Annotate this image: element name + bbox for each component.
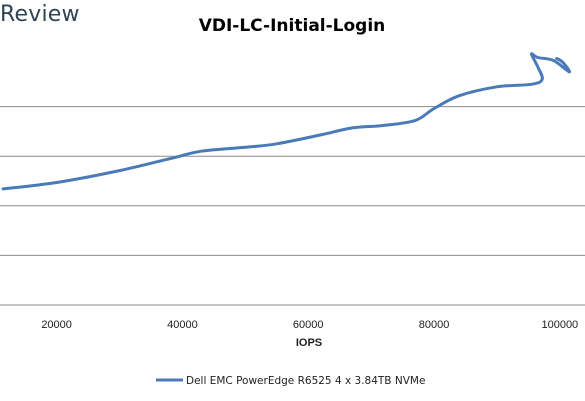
x-tick-label-0: 20000 (41, 319, 72, 331)
chart-title: VDI-LC-Initial-Login (199, 16, 386, 36)
x-tick-label-4: 100000 (541, 319, 578, 331)
x-tick-label-2: 60000 (293, 319, 324, 331)
series-layer (1, 52, 572, 191)
x-tick-label-3: 80000 (419, 319, 450, 331)
legend: Dell EMC PowerEdge R6525 4 x 3.84TB NVMe (156, 375, 425, 387)
series-line-0 (1, 52, 572, 191)
legend-label: Dell EMC PowerEdge R6525 4 x 3.84TB NVMe (186, 375, 425, 387)
x-axis-label: IOPS (296, 337, 322, 349)
brand-logo-text: Review (0, 2, 80, 27)
x-axis-ticks: 20000 40000 60000 80000 100000 (41, 319, 578, 331)
gridlines (0, 106, 585, 306)
x-tick-label-1: 40000 (167, 319, 198, 331)
